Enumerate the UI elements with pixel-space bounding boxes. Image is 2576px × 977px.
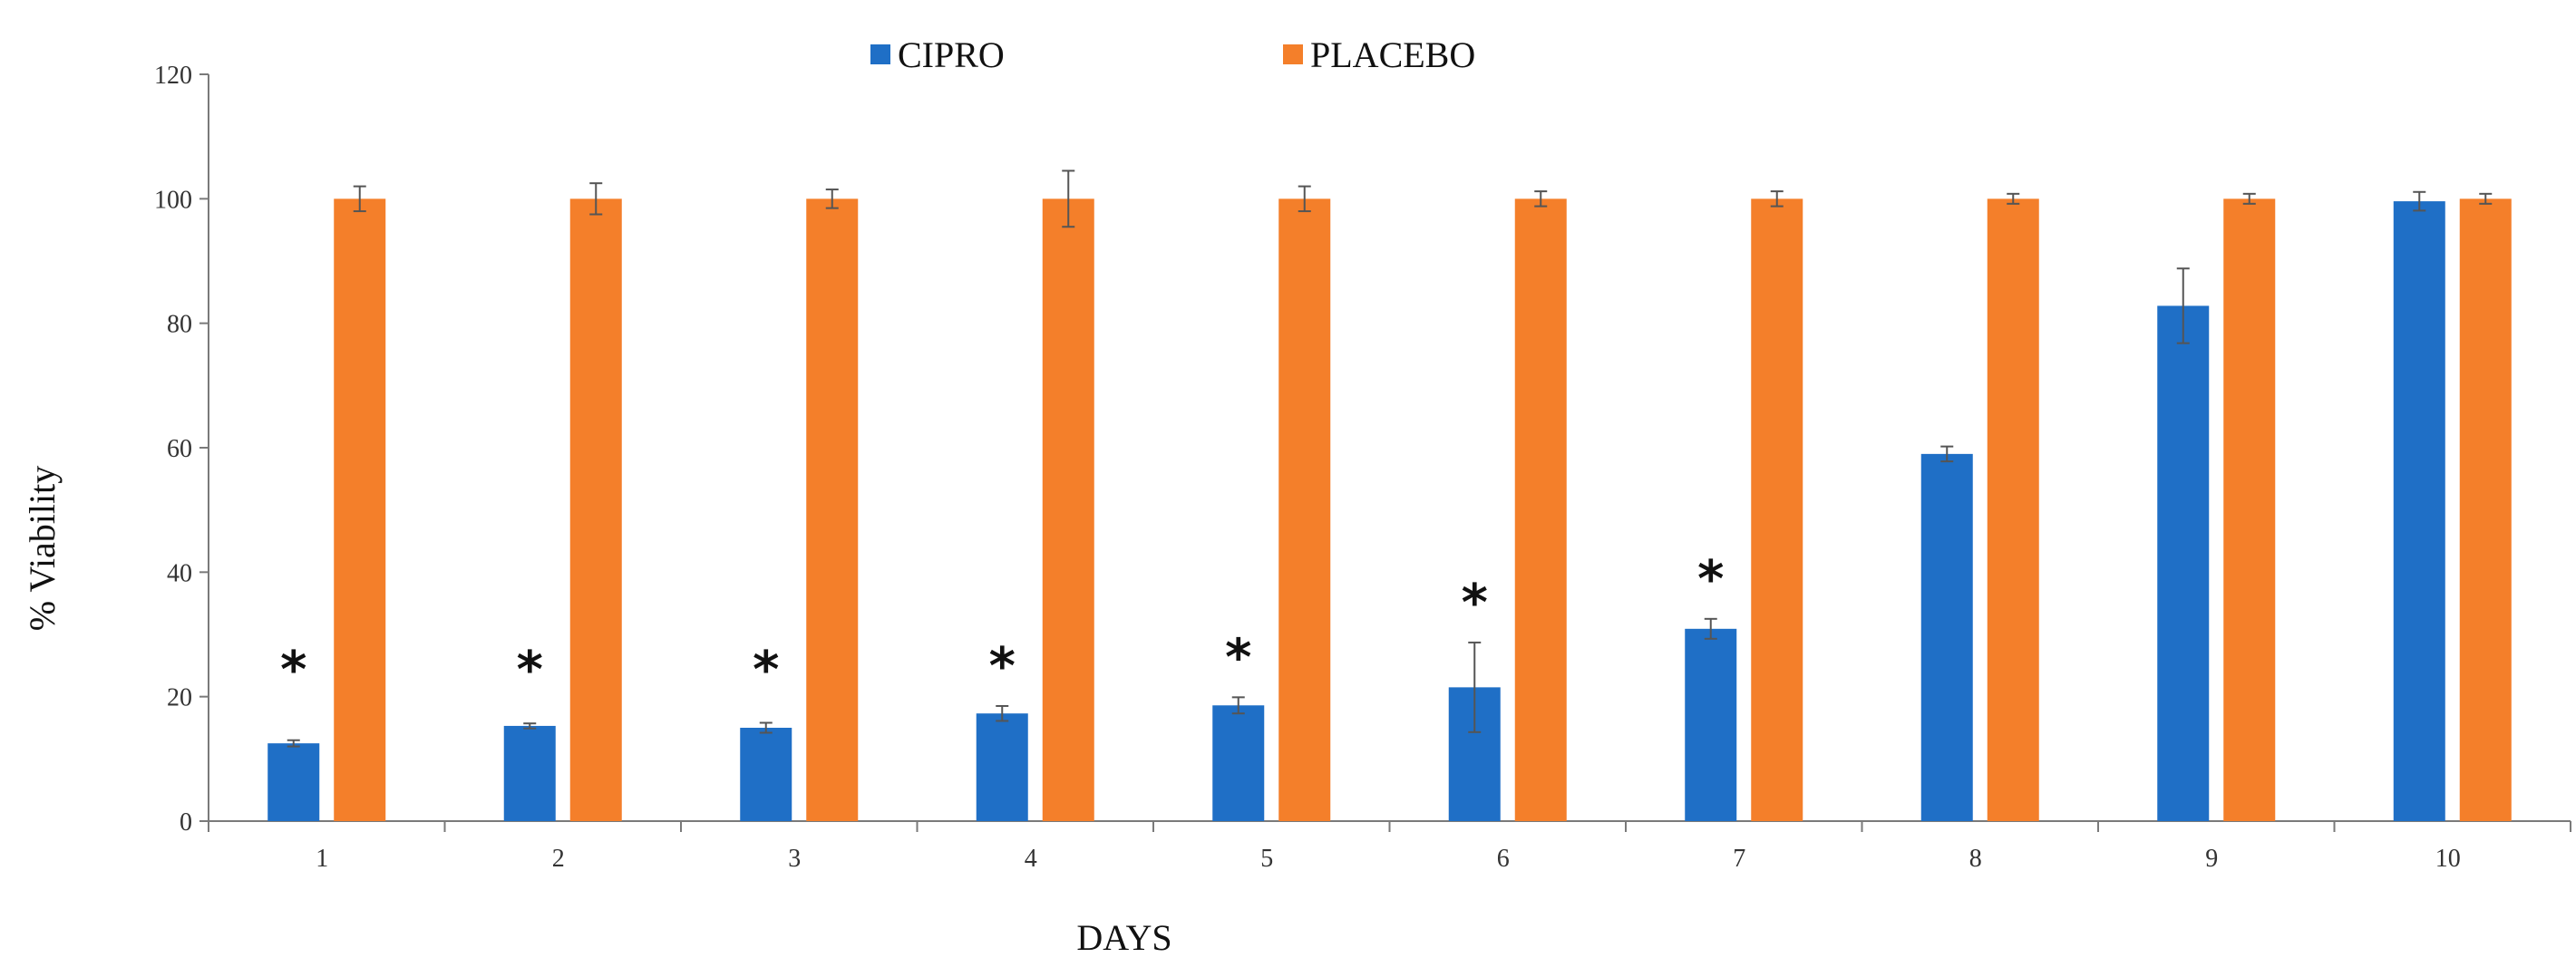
bar-cipro	[267, 743, 320, 821]
bar-cipro	[1920, 453, 1973, 821]
bar-placebo	[1278, 198, 1331, 822]
y-axis: 0 20 40 60 80 100 120	[154, 62, 209, 837]
x-tick-label: 4	[1025, 845, 1037, 873]
y-axis-title: % Viability	[22, 466, 63, 631]
bar-cipro	[1212, 705, 1265, 821]
bar-placebo	[2223, 198, 2276, 822]
bar-placebo	[1987, 198, 2039, 822]
significance-mark: *	[753, 641, 779, 700]
y-tick-label: 20	[167, 684, 192, 712]
x-tick-label: 10	[2435, 845, 2461, 873]
x-tick-label: 7	[1733, 845, 1745, 873]
y-tick-label: 40	[167, 559, 192, 587]
significance-mark: *	[1697, 550, 1724, 609]
bar-placebo	[1042, 198, 1094, 822]
y-tick-label: 0	[180, 808, 192, 837]
bar-cipro	[2393, 201, 2445, 821]
x-tick-label: 8	[1969, 845, 1982, 873]
x-tick-label: 2	[552, 845, 565, 873]
x-axis: 1 2 3 4 5 6 7 8 9 10	[208, 820, 2571, 873]
significance-mark: *	[280, 641, 306, 700]
legend-swatch-cipro	[870, 44, 890, 64]
significance-mark: *	[1225, 628, 1251, 687]
bar-placebo	[1514, 198, 1567, 822]
x-axis-title: DAYS	[1076, 917, 1171, 958]
significance-mark: *	[517, 641, 543, 700]
x-tick-label: 9	[2205, 845, 2218, 873]
significance-mark: *	[1462, 574, 1488, 633]
legend-swatch-placebo	[1283, 44, 1303, 64]
bar-placebo	[334, 198, 386, 822]
bar-cipro	[2157, 305, 2210, 821]
bar-cipro	[976, 713, 1028, 821]
y-tick-label: 120	[154, 62, 192, 90]
bar-cipro	[740, 728, 792, 821]
x-tick-label: 1	[316, 845, 328, 873]
y-tick-label: 60	[167, 435, 192, 463]
bar-placebo	[1751, 198, 1803, 822]
significance-mark: *	[989, 637, 1016, 696]
legend: CIPRO PLACEBO	[870, 34, 1475, 75]
y-tick-label: 100	[154, 186, 192, 214]
bar-cipro	[1685, 628, 1737, 821]
bar-placebo	[569, 198, 622, 822]
y-tick-label: 80	[167, 311, 192, 339]
bar-placebo	[806, 198, 859, 822]
bar-placebo	[2459, 198, 2512, 822]
legend-label-placebo: PLACEBO	[1310, 34, 1475, 75]
bars: * * * * * * *	[267, 169, 2512, 822]
x-tick-label: 5	[1260, 845, 1273, 873]
legend-label-cipro: CIPRO	[898, 34, 1005, 75]
x-tick-label: 6	[1497, 845, 1510, 873]
bar-cipro	[503, 725, 556, 821]
x-tick-label: 3	[788, 845, 801, 873]
